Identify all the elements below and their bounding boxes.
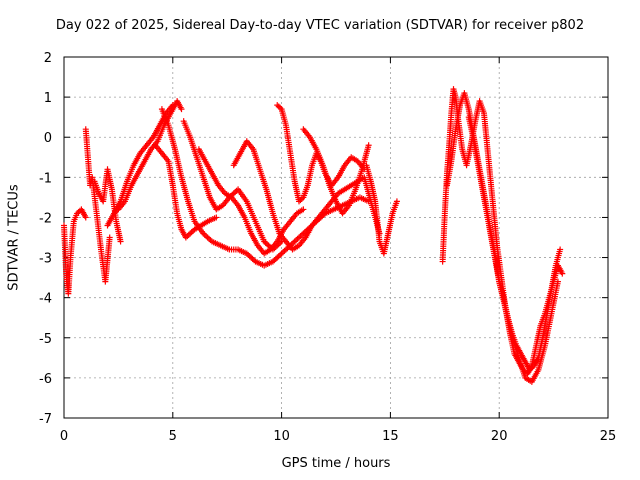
data-point [557,246,564,253]
axes: 0 5 10 15 20 25 -7 -6 -5 -4 -3 -2 -1 0 1 2 [39,51,616,444]
x-tick-label: 25 [600,429,617,444]
data-point [178,106,185,113]
data-point [554,278,561,285]
data-point [213,214,220,221]
y-tick-label: -4 [39,292,52,307]
y-tick-label: -2 [39,211,52,226]
data-point [82,214,89,221]
data-point [106,234,113,241]
y-tick-label: 2 [44,51,52,66]
data-point [117,238,124,245]
y-tick-label: -1 [39,171,52,186]
x-tick-label: 10 [273,429,290,444]
data-point [300,206,307,213]
y-tick-label: -7 [39,412,52,427]
y-tick-label: 1 [44,91,52,106]
x-tick-label: 15 [382,429,399,444]
x-tick-label: 0 [60,429,68,444]
y-tick-label: -3 [39,252,52,267]
grid [64,57,608,418]
y-tick-label: 0 [44,131,52,146]
x-tick-label: 20 [491,429,508,444]
y-tick-label: -5 [39,332,52,347]
y-axis-label: SDTVAR / TECUs [6,184,22,291]
data-point [393,198,400,205]
data-points [61,86,566,385]
x-axis-label: GPS time / hours [281,456,391,471]
x-tick-label: 5 [169,429,177,444]
y-tick-label: -6 [39,372,52,387]
chart-title: Day 022 of 2025, Sidereal Day-to-day VTE… [55,18,585,33]
data-point [365,142,372,149]
data-point [559,270,566,277]
